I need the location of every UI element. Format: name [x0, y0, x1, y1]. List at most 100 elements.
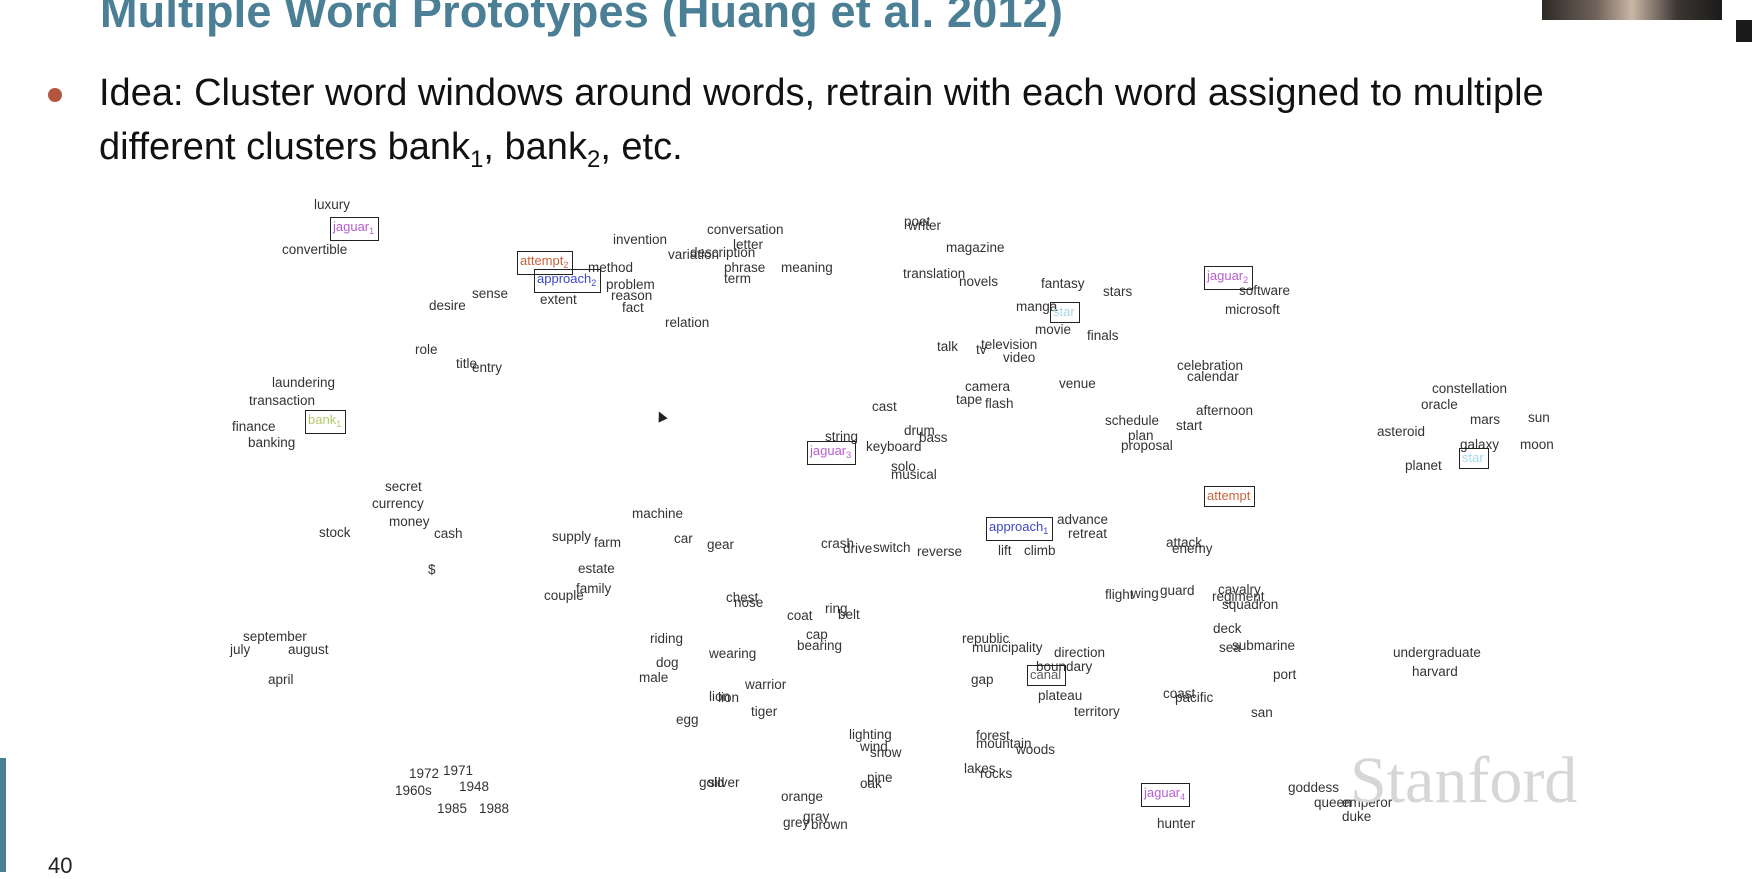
plot-word-label: schedule — [1105, 413, 1160, 428]
plot-word-label: plateau — [1038, 688, 1083, 703]
plot-word-label: planet — [1405, 458, 1442, 473]
plot-word-label: $ — [428, 562, 436, 577]
plot-word-label: sense — [472, 286, 509, 301]
plot-word-label: wing — [1131, 586, 1159, 601]
plot-word-label: mars — [1470, 412, 1500, 427]
plot-word-label: celebration — [1177, 358, 1244, 373]
plot-word-label: august — [288, 642, 329, 657]
plot-word-label: gap — [971, 672, 994, 687]
plot-word-label: advance — [1057, 512, 1109, 527]
plot-word-label: goddess — [1288, 780, 1340, 795]
plot-word-label: afternoon — [1196, 403, 1254, 418]
plot-word-label: submarine — [1232, 638, 1296, 653]
plot-word-label: queen — [1314, 795, 1352, 810]
plot-word-label: couple — [544, 588, 584, 603]
plot-word-label: lakes — [964, 761, 996, 776]
plot-word-label: method — [588, 260, 634, 275]
plot-word-label: tiger — [751, 704, 778, 719]
plot-word-label: 1971 — [443, 763, 474, 778]
prototype-subscript: 1 — [336, 419, 342, 429]
plot-word-label: san — [1251, 705, 1273, 720]
plot-word-label: banking — [248, 435, 296, 450]
plot-word-label: gold — [699, 775, 725, 790]
plot-word-label: pine — [867, 770, 893, 785]
bullet-text-line-2: different clusters bank1, bank2, etc. — [99, 126, 683, 174]
prototype-word-label: jaguar — [810, 443, 847, 458]
plot-word-label: moon — [1520, 437, 1554, 452]
plot-word-label: string — [825, 429, 859, 444]
plot-word-label: guard — [1160, 583, 1195, 598]
plot-word-label: deck — [1213, 621, 1242, 636]
plot-word-label: lion — [709, 689, 731, 704]
plot-word-label: venue — [1059, 376, 1096, 391]
plot-word-label: emperor — [1342, 795, 1393, 810]
plot-word-label: lighting — [849, 727, 892, 742]
plot-word-label: drum — [904, 423, 935, 438]
plot-word-label: proposal — [1121, 438, 1173, 453]
plot-word-label: problem — [606, 277, 655, 292]
plot-word-label: flight — [1105, 587, 1134, 602]
plot-word-label: talk — [937, 339, 959, 354]
plot-word-label: estate — [578, 561, 615, 576]
prototype-word-box: jaguar1 — [330, 217, 380, 241]
plot-word-label: retreat — [1068, 526, 1108, 541]
prototype-word-label: star — [1462, 450, 1484, 465]
prototype-word-box: bank1 — [305, 410, 347, 434]
plot-word-label: novels — [959, 274, 999, 289]
plot-word-label: hunter — [1157, 816, 1196, 831]
plot-word-label: finals — [1087, 328, 1119, 343]
plot-word-label: flash — [985, 396, 1014, 411]
plot-word-label: stars — [1103, 284, 1133, 299]
prototype-word-box: attempt2 — [517, 251, 574, 275]
plot-word-label: gear — [707, 537, 735, 552]
plot-word-label: orange — [781, 789, 824, 804]
plot-word-label: dog — [656, 655, 679, 670]
presenter-video-thumbnail — [1542, 0, 1722, 20]
plot-word-label: plan — [1128, 428, 1154, 443]
plot-word-label: bass — [919, 430, 948, 445]
plot-word-label: video — [1003, 350, 1036, 365]
plot-word-label: reason — [611, 288, 653, 303]
plot-word-label: oracle — [1421, 397, 1458, 412]
prototype-word-box: approach2 — [534, 269, 602, 293]
plot-word-label: april — [268, 672, 294, 687]
bullet-text-part: , etc. — [600, 126, 683, 168]
plot-word-label: convertible — [282, 242, 348, 257]
plot-word-label: grey — [783, 815, 810, 830]
plot-word-label: constellation — [1432, 381, 1508, 396]
plot-word-label: woods — [1016, 742, 1056, 757]
bank-subscript-1: 1 — [470, 146, 484, 173]
slide-accent-bar — [0, 758, 6, 872]
slide-title: Multiple Word Prototypes (Huang et al. 2… — [100, 0, 1064, 37]
plot-word-label: wind — [860, 739, 888, 754]
bullet-text-line-1: Idea: Cluster word windows around words,… — [99, 72, 1544, 114]
plot-word-label: meaning — [781, 260, 833, 275]
prototype-word-label: star — [1053, 304, 1075, 319]
prototype-word-label: jaguar — [333, 219, 370, 234]
plot-word-label: july — [230, 642, 251, 657]
plot-word-label: reverse — [917, 544, 963, 559]
plot-word-label: climb — [1024, 543, 1056, 558]
prototype-word-box: jaguar2 — [1204, 266, 1254, 290]
plot-word-label: fact — [622, 300, 644, 315]
plot-word-label: relation — [665, 315, 710, 330]
plot-word-label: camera — [965, 379, 1011, 394]
plot-word-label: harvard — [1412, 664, 1458, 679]
plot-word-label: gray — [803, 809, 830, 824]
plot-word-label: territory — [1074, 704, 1120, 719]
plot-word-label: nose — [734, 595, 764, 610]
plot-word-label: municipality — [972, 640, 1043, 655]
prototype-word-label: attempt — [1207, 488, 1251, 503]
plot-word-label: writer — [908, 218, 941, 233]
plot-word-label: phrase — [724, 260, 766, 275]
plot-word-label: television — [981, 337, 1038, 352]
plot-word-label: wearing — [709, 646, 757, 661]
plot-word-label: solo — [891, 459, 916, 474]
plot-word-label: mountain — [976, 736, 1032, 751]
plot-word-label: musical — [891, 467, 937, 482]
plot-word-label: role — [415, 342, 438, 357]
prototype-subscript: 2 — [591, 278, 597, 288]
plot-word-label: chest — [726, 590, 759, 605]
plot-word-label: secret — [385, 479, 422, 494]
